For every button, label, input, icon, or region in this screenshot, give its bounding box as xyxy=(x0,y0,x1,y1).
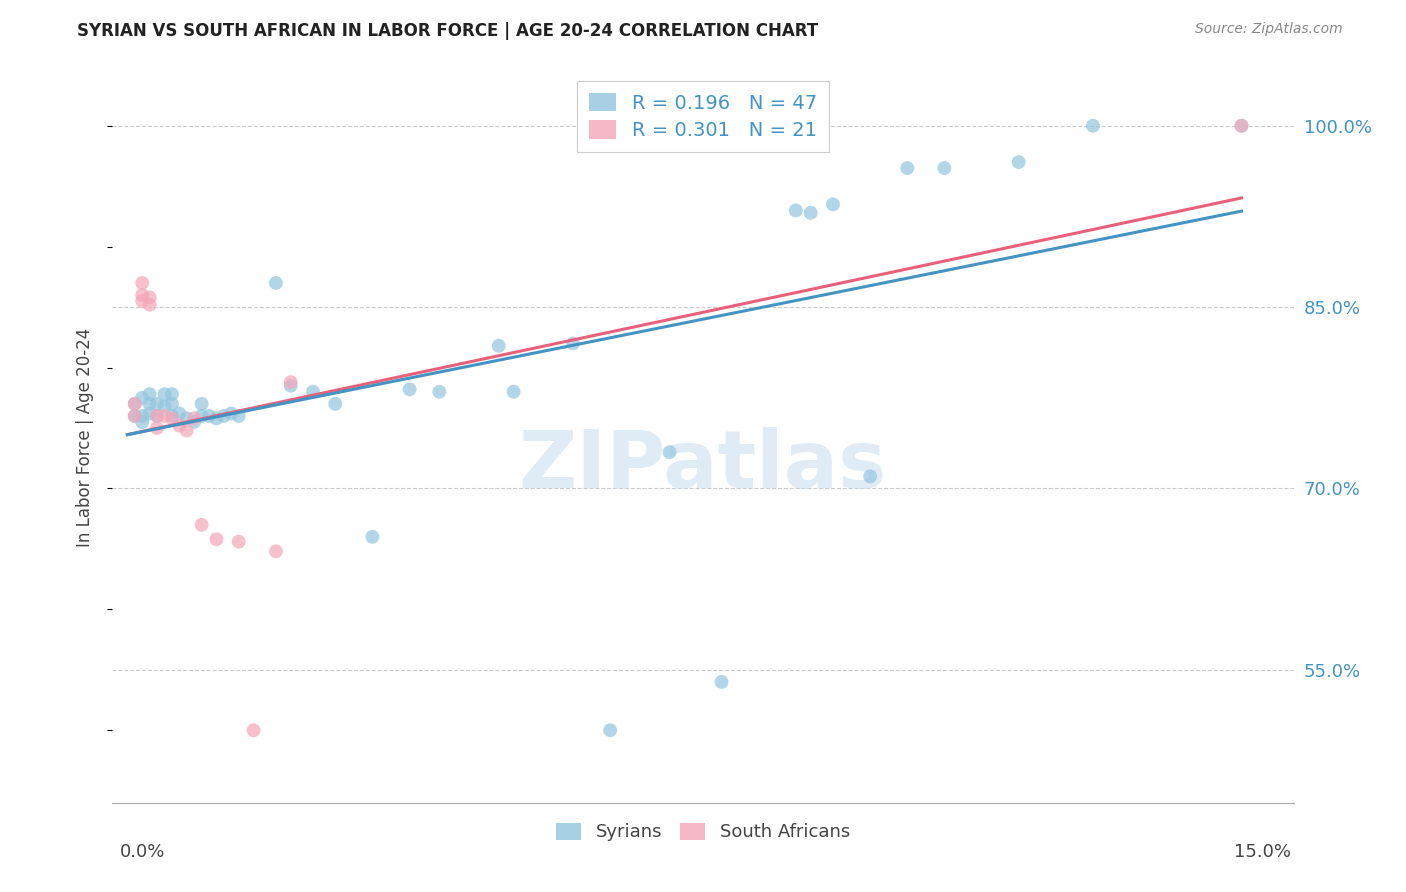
Point xyxy=(264,276,287,290)
Point xyxy=(124,409,146,423)
Point xyxy=(1008,155,1031,169)
Point xyxy=(264,544,287,558)
Point xyxy=(131,391,153,405)
Point xyxy=(146,397,169,411)
Legend: Syrians, South Africans: Syrians, South Africans xyxy=(548,815,858,848)
Point xyxy=(190,517,212,532)
Point xyxy=(896,161,918,175)
Point xyxy=(242,723,264,738)
Point xyxy=(160,397,183,411)
Point xyxy=(562,336,585,351)
Point xyxy=(138,290,160,304)
Point xyxy=(160,411,183,425)
Point xyxy=(146,421,169,435)
Point xyxy=(169,418,191,433)
Point xyxy=(124,397,146,411)
Text: 15.0%: 15.0% xyxy=(1233,843,1291,861)
Point xyxy=(183,415,205,429)
Point xyxy=(198,409,221,423)
Point xyxy=(800,206,823,220)
Point xyxy=(280,375,302,389)
Point xyxy=(1230,119,1253,133)
Point xyxy=(821,197,844,211)
Point xyxy=(280,378,302,392)
Point xyxy=(176,424,198,438)
Point xyxy=(131,288,153,302)
Point xyxy=(138,397,160,411)
Y-axis label: In Labor Force | Age 20-24: In Labor Force | Age 20-24 xyxy=(76,327,94,547)
Point xyxy=(221,407,243,421)
Point xyxy=(153,399,176,413)
Point xyxy=(427,384,450,399)
Point xyxy=(212,409,235,423)
Point xyxy=(131,294,153,309)
Text: SYRIAN VS SOUTH AFRICAN IN LABOR FORCE | AGE 20-24 CORRELATION CHART: SYRIAN VS SOUTH AFRICAN IN LABOR FORCE |… xyxy=(77,22,818,40)
Point xyxy=(228,409,250,423)
Point xyxy=(176,411,198,425)
Point xyxy=(190,397,212,411)
Point xyxy=(398,382,420,396)
Point xyxy=(710,674,733,689)
Point xyxy=(302,384,325,399)
Point xyxy=(160,409,183,423)
Point xyxy=(502,384,524,399)
Point xyxy=(599,723,621,738)
Point xyxy=(153,409,176,423)
Text: Source: ZipAtlas.com: Source: ZipAtlas.com xyxy=(1195,22,1343,37)
Point xyxy=(131,409,153,423)
Point xyxy=(124,409,146,423)
Point xyxy=(1230,119,1253,133)
Point xyxy=(169,407,191,421)
Point xyxy=(124,397,146,411)
Point xyxy=(131,415,153,429)
Point xyxy=(323,397,346,411)
Text: 0.0%: 0.0% xyxy=(120,843,165,861)
Point xyxy=(153,387,176,401)
Point xyxy=(361,530,384,544)
Point xyxy=(205,533,228,547)
Point xyxy=(190,409,212,423)
Point xyxy=(934,161,956,175)
Point xyxy=(1081,119,1104,133)
Point xyxy=(488,339,510,353)
Point xyxy=(131,276,153,290)
Point xyxy=(138,298,160,312)
Point xyxy=(785,203,807,218)
Point xyxy=(859,469,882,483)
Point xyxy=(138,387,160,401)
Point xyxy=(658,445,681,459)
Text: ZIPatlas: ZIPatlas xyxy=(519,427,887,506)
Point xyxy=(138,407,160,421)
Point xyxy=(160,387,183,401)
Point xyxy=(205,411,228,425)
Point xyxy=(146,409,169,423)
Point xyxy=(183,411,205,425)
Point xyxy=(146,409,169,423)
Point xyxy=(228,534,250,549)
